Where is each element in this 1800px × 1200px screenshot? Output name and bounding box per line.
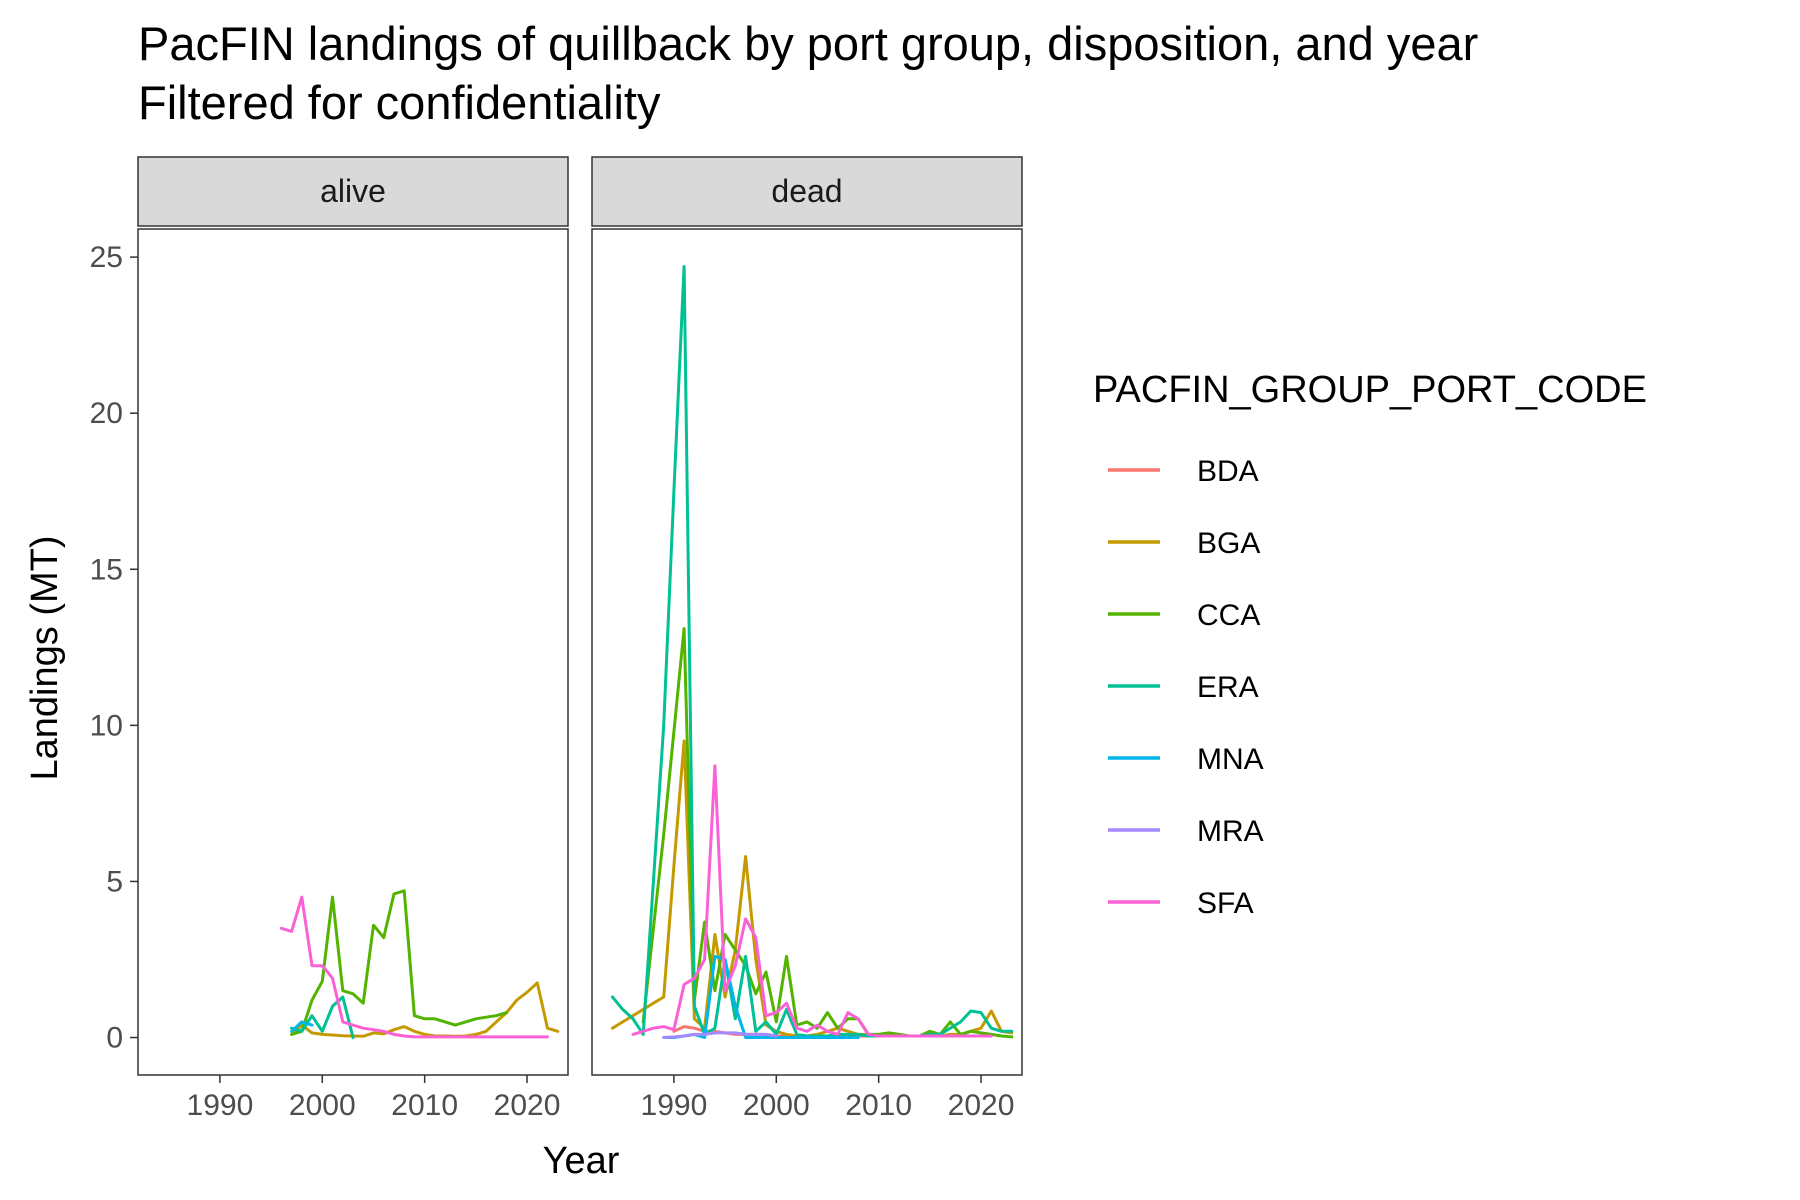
panel-border-dead xyxy=(591,228,1023,1076)
x-tick-label-2010-alive: 2010 xyxy=(391,1089,458,1122)
series-line-sfa-dead xyxy=(631,764,993,1038)
legend-label-cca: CCA xyxy=(1197,599,1260,632)
y-tick-label-5: 5 xyxy=(106,865,123,898)
legend-label-mra: MRA xyxy=(1197,815,1264,848)
series-line-cca-alive xyxy=(290,889,509,1036)
y-tick-label-25: 25 xyxy=(90,241,123,274)
chart-title: PacFIN landings of quillback by port gro… xyxy=(138,17,1478,70)
strip-label-dead: dead xyxy=(771,173,842,209)
x-tick-label-2020-dead: 2020 xyxy=(948,1089,1015,1122)
x-tick-label-2010-dead: 2010 xyxy=(845,1089,912,1122)
panels-layer: alive 1990 2000 2010 2020 0 5 10 15 20 25 dead 1990 2… xyxy=(90,156,1023,1122)
strip-dead xyxy=(591,156,1023,227)
legend-label-mna: MNA xyxy=(1197,743,1264,776)
series-line-mna-alive xyxy=(290,1020,314,1033)
panel-dead: dead 1990 2000 2010 2020 xyxy=(591,156,1023,1122)
panel-alive: alive 1990 2000 2010 2020 0 5 10 15 20 25 xyxy=(90,156,569,1122)
y-tick-label-20: 20 xyxy=(90,397,123,430)
x-tick-label-1990-dead: 1990 xyxy=(641,1089,708,1122)
legend-label-bga: BGA xyxy=(1197,527,1260,560)
series-group-alive xyxy=(279,889,560,1039)
strip-label-alive: alive xyxy=(320,173,386,209)
legend-label-sfa: SFA xyxy=(1197,887,1254,920)
legend-label-era: ERA xyxy=(1197,671,1259,704)
x-tick-label-2000-alive: 2000 xyxy=(289,1089,356,1122)
series-line-mra-dead xyxy=(662,1031,778,1039)
series-group-dead xyxy=(611,265,1014,1039)
x-tick-label-2020-alive: 2020 xyxy=(494,1089,561,1122)
x-tick-label-2000-dead: 2000 xyxy=(743,1089,810,1122)
y-tick-label-0: 0 xyxy=(106,1022,123,1055)
y-axis-title: Landings (MT) xyxy=(24,536,66,781)
chart-subtitle: Filtered for confidentiality xyxy=(138,76,661,129)
series-line-cca-dead xyxy=(641,627,1014,1039)
x-axis-title: Year xyxy=(543,1140,620,1182)
series-line-era-alive xyxy=(290,995,355,1039)
strip-alive xyxy=(137,156,569,227)
panel-border-alive xyxy=(137,228,569,1076)
x-tick-label-1990-alive: 1990 xyxy=(187,1089,254,1122)
legend-title: PACFIN_GROUP_PORT_CODE xyxy=(1093,369,1647,411)
y-tick-label-10: 10 xyxy=(90,709,123,742)
series-line-bga-alive xyxy=(290,981,560,1038)
series-line-bga-dead xyxy=(611,739,1014,1038)
series-line-sfa-alive xyxy=(279,895,549,1039)
series-line-era-dead xyxy=(611,265,1014,1038)
y-tick-label-15: 15 xyxy=(90,553,123,586)
legend: BDA BGA CCA ERA MNA MRA SFA xyxy=(1108,455,1264,920)
legend-label-bda: BDA xyxy=(1197,455,1259,488)
